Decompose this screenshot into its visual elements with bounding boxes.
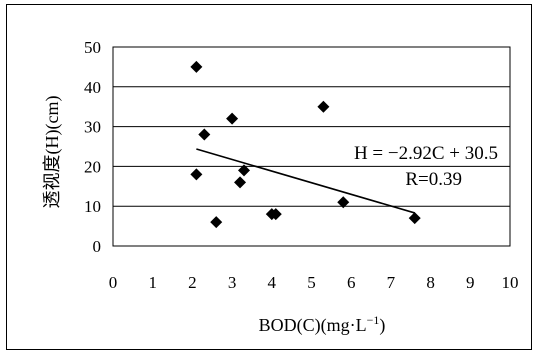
x-tick-label: 9 (466, 273, 475, 292)
x-axis-ticks: 0 1 2 3 4 5 6 7 8 9 10 (109, 273, 519, 292)
data-point-5 (226, 112, 239, 125)
data-point-4 (210, 216, 223, 229)
r-value-label: R=0.39 (405, 169, 462, 190)
data-point-12 (408, 212, 421, 225)
x-tick-label: 2 (188, 273, 197, 292)
plot-area (112, 46, 511, 247)
x-tick-label: 6 (347, 273, 356, 292)
x-axis-label: BOD(C)(mg·L−1) (259, 313, 386, 336)
data-points (190, 60, 421, 229)
y-axis-label: 透视度(H)(cm) (42, 96, 63, 209)
y-tick-label: 50 (84, 38, 101, 57)
data-point-7 (238, 164, 251, 177)
x-tick-label: 3 (228, 273, 237, 292)
x-tick-label: 4 (268, 273, 277, 292)
x-tick-label: 7 (387, 273, 396, 292)
y-tick-label: 40 (84, 78, 101, 97)
data-point-2 (198, 128, 211, 141)
equation-label: H = −2.92C + 30.5 (354, 143, 498, 164)
x-tick-label: 1 (148, 273, 157, 292)
y-axis-ticks: 0 10 20 30 40 50 (84, 38, 101, 256)
data-point-1 (190, 60, 203, 73)
y-tick-label: 0 (93, 237, 102, 256)
gridlines (113, 86, 510, 207)
data-point-10 (317, 100, 330, 113)
y-tick-label: 10 (84, 197, 101, 216)
data-point-6 (234, 176, 247, 189)
y-tick-label: 30 (84, 118, 101, 137)
data-point-9 (269, 208, 282, 221)
x-tick-label: 8 (426, 273, 435, 292)
y-tick-label: 20 (84, 157, 101, 176)
chart-frame (6, 4, 532, 350)
data-point-3 (190, 168, 203, 181)
data-point-11 (337, 196, 350, 209)
x-tick-label: 0 (109, 273, 118, 292)
x-tick-label: 10 (502, 273, 519, 292)
x-tick-label: 5 (307, 273, 316, 292)
trend-line (196, 148, 415, 214)
